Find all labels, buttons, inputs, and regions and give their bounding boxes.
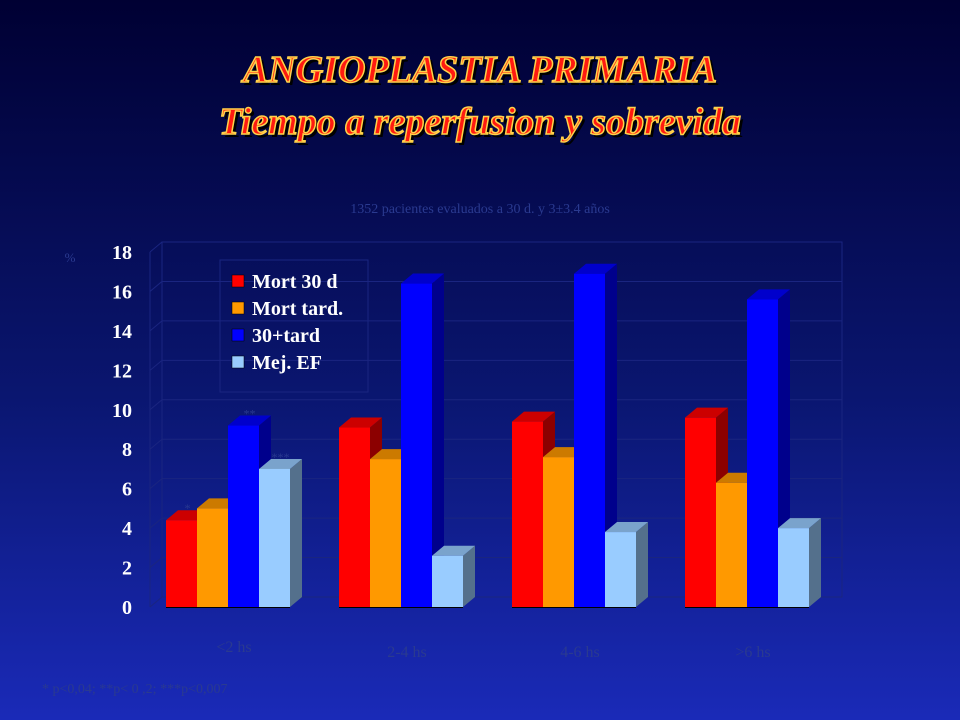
gridline-diagonal: [149, 438, 163, 450]
bar-side: [636, 522, 648, 607]
chart-subtitle: 1352 pacientes evaluados a 30 d. y 3±3.4…: [350, 202, 610, 217]
x-tick-label: 4-6 hs: [560, 644, 600, 661]
bar: [259, 468, 290, 607]
significance-footnote: * p<0,04; **p< 0 ,2; ***p<0,007: [42, 682, 228, 697]
bar: [432, 555, 463, 607]
y-tick-label: 12: [112, 360, 132, 382]
y-tick-label: 8: [122, 439, 132, 461]
bar: [605, 532, 636, 607]
y-tick-label: 6: [122, 479, 132, 501]
bar-side: [605, 263, 617, 607]
bar-top: [228, 415, 271, 426]
bar: [228, 425, 259, 607]
legend-swatch: [231, 274, 245, 288]
gridline-diagonal: [149, 517, 163, 529]
bar: [166, 520, 197, 607]
x-tick-label: <2 hs: [216, 639, 251, 656]
gridline-diagonal: [149, 596, 163, 608]
bar: [716, 482, 747, 607]
y-tick-label: 2: [122, 558, 132, 580]
bar-side: [432, 273, 444, 607]
bar-top: [512, 411, 555, 422]
y-tick-label: 18: [112, 242, 132, 264]
gridline-diagonal: [149, 399, 163, 411]
bar-top: [605, 522, 648, 533]
gridline-diagonal: [149, 478, 163, 490]
legend-swatch: [231, 355, 245, 369]
significance-marker: **: [244, 407, 256, 421]
bar: [512, 421, 543, 607]
legend-label: Mej. EF: [252, 352, 322, 374]
gridline-diagonal: [149, 320, 163, 332]
gridline-diagonal: [149, 281, 163, 292]
legend: [219, 259, 369, 393]
legend-label: Mort 30 d: [252, 271, 338, 293]
gridline-diagonal: [149, 359, 163, 371]
y-tick-label: 16: [112, 281, 132, 303]
bar-top: [259, 458, 302, 469]
bar-top: [401, 273, 444, 284]
significance-marker: ***: [272, 450, 290, 464]
x-tick-label: 2-4 hs: [387, 644, 427, 661]
bar-side: [809, 518, 821, 607]
bar-top: [339, 417, 382, 428]
bar-side: [290, 458, 302, 607]
bar-top: [432, 545, 475, 556]
legend-label: 30+tard: [252, 325, 320, 347]
bar: [778, 528, 809, 607]
bar: [401, 283, 432, 607]
bar-top: [685, 407, 728, 418]
bar-top: [747, 289, 790, 300]
bar: [543, 457, 574, 607]
bar: [747, 299, 778, 607]
legend-swatch: [231, 328, 245, 342]
y-tick-label: 0: [122, 597, 132, 619]
legend-swatch: [231, 301, 245, 315]
bar: [370, 459, 401, 607]
bar: [574, 273, 605, 607]
y-tick-label: 14: [112, 321, 132, 343]
chart-title: ANGIOPLASTIA PRIMARIA: [242, 48, 718, 92]
gridline-diagonal: [149, 241, 163, 253]
legend-label: Mort tard.: [252, 298, 343, 320]
bar: [339, 427, 370, 607]
bar-top: [778, 518, 821, 529]
significance-marker: *: [185, 501, 191, 515]
gridline-diagonal: [149, 557, 163, 568]
bar-top: [574, 263, 617, 274]
chart-subtitle-heading: Tiempo a reperfusion y sobrevida: [218, 100, 742, 144]
bar-side: [463, 545, 475, 607]
y-tick-label: 10: [112, 400, 132, 422]
bar: [685, 417, 716, 607]
bar: [197, 508, 228, 607]
y-tick-label: 4: [122, 518, 132, 540]
x-tick-label: >6 hs: [735, 644, 770, 661]
y-axis-label: %: [65, 250, 76, 265]
